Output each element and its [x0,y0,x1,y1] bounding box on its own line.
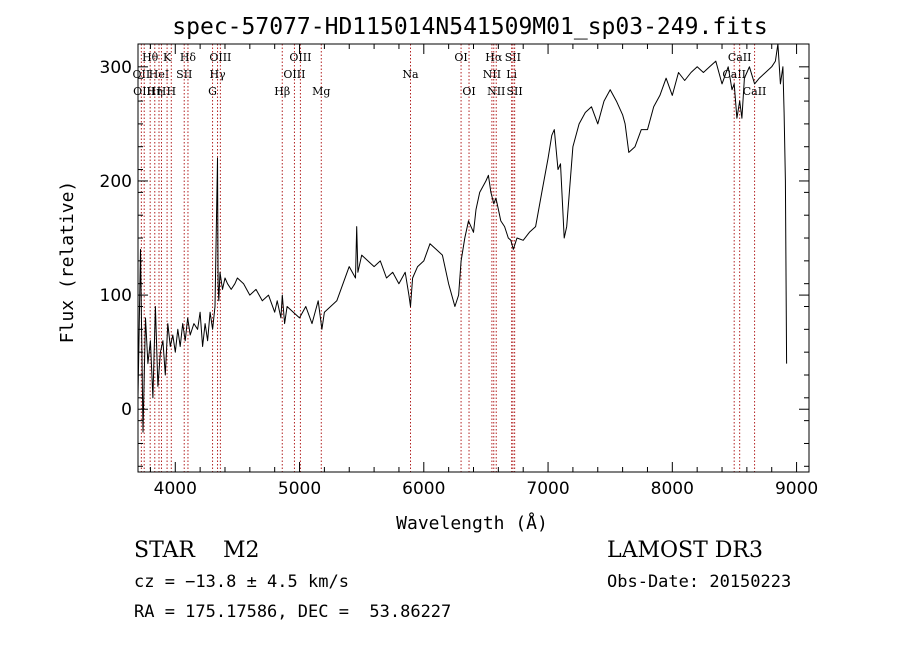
line-marker-label: Hβ [274,85,290,98]
plot-frame [137,43,810,473]
line-marker-label: Hα [485,51,503,64]
x-tick-label: 4000 [154,479,197,499]
spectrum-line [137,43,788,433]
survey-label: LAMOST DR3 [607,538,763,563]
line-marker-label: OIII [133,85,155,98]
line-marker-label: CaII [722,68,746,81]
y-tick-label: 0 [121,400,132,420]
line-marker-label: K [163,51,172,64]
line-marker-label: OII [132,68,150,81]
line-marker-label: OIII [283,68,305,81]
x-tick-label: 8000 [651,479,694,499]
line-marker-layer: OII OIII Hθ Hη HeI H K H SII Hδ G Hγ OIII Hβ OIII OIII M… [132,44,766,472]
line-marker-label: NII [483,68,501,81]
coordinates-label: RA = 175.17586, DEC = 53.86227 [134,602,452,622]
x-tick-label: 5000 [278,479,321,499]
line-marker-label: OIII [289,51,311,64]
line-marker-label: Hη [147,85,163,98]
x-tick-label: 9000 [775,479,818,499]
line-marker-label: G [208,85,217,98]
line-marker-label: Mg [312,85,330,98]
line-marker-label: H [157,85,167,98]
line-marker-label: Na [402,68,419,81]
line-marker-label: SII [507,85,523,98]
line-marker-label: Hδ [180,51,197,64]
x-tick-label: 7000 [526,479,569,499]
line-marker-label: OI [462,85,475,98]
classification-label: STAR M2 [134,538,260,563]
spectrum-layer [137,43,788,433]
line-marker-label: CaII [743,85,767,98]
obs-date-label: Obs-Date: 20150223 [607,572,792,592]
chart-title: spec-57077-HD115014N541509M01_sp03-249.f… [172,14,767,40]
line-marker-label: CaII [728,51,752,64]
redshift-label: cz = −13.8 ± 4.5 km/s [134,572,349,592]
line-marker-label: OIII [209,51,231,64]
line-marker-label: SII [176,68,192,81]
y-tick-label: 100 [100,286,132,306]
x-tick-label: 6000 [402,479,445,499]
y-axis-label: Flux (relative) [57,181,78,344]
axis-layer: 4000 5000 6000 7000 8000 9000 0 100 200 300 [100,44,818,499]
y-tick-label: 200 [100,172,132,192]
line-marker-label: SII [505,51,521,64]
line-marker-label: Hθ [142,51,159,64]
line-marker-label: H [167,85,177,98]
line-marker-label: NII [487,85,505,98]
y-tick-label: 300 [100,58,132,78]
line-marker-label: OI [454,51,467,64]
line-marker-label: Hγ [209,68,226,81]
x-axis-label: Wavelength (Å) [396,512,548,534]
line-marker-label: HeI [149,68,169,81]
line-marker-label: Li [506,68,517,81]
